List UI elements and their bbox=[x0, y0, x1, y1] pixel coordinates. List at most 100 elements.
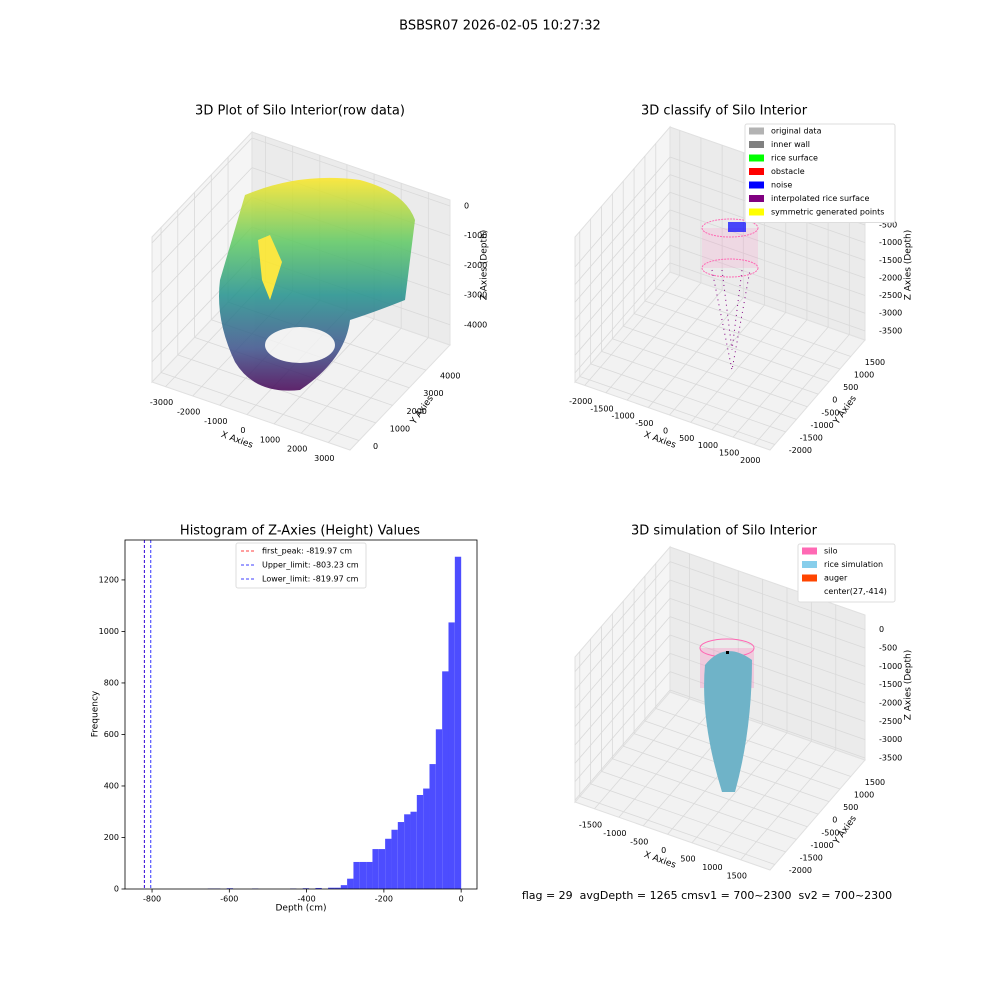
grid-line bbox=[574, 689, 671, 801]
y-tick-label: -1500 bbox=[800, 433, 823, 442]
bar bbox=[435, 729, 443, 889]
grid-line bbox=[644, 300, 841, 370]
bar bbox=[454, 556, 462, 889]
legend-label: noise bbox=[771, 181, 792, 190]
figure-title: BSBSR07 2026-02-05 10:27:32 bbox=[399, 19, 601, 34]
panel-title: 3D Plot of Silo Interior(row data) bbox=[195, 104, 405, 119]
bar bbox=[416, 794, 424, 889]
y-tick-label: -500 bbox=[821, 828, 839, 837]
grid-line bbox=[574, 209, 671, 321]
x-tick-label: -1000 bbox=[204, 417, 227, 426]
z-tick-label: -1000 bbox=[879, 238, 902, 247]
z-tick-label: -2000 bbox=[879, 698, 902, 707]
legend-swatch bbox=[749, 154, 764, 162]
legend-box bbox=[235, 542, 367, 589]
bar bbox=[359, 861, 367, 889]
bar bbox=[334, 887, 341, 889]
grid-line bbox=[623, 325, 819, 395]
status-line: flag = 29 avgDepth = 1265 cmsv1 = 700~23… bbox=[522, 889, 892, 902]
y-tick-label: 2000 bbox=[407, 407, 427, 416]
x-tick-label: -400 bbox=[298, 895, 316, 904]
x-tick-label: 1000 bbox=[698, 441, 718, 450]
z-tick-label: -3000 bbox=[879, 735, 902, 744]
z-tick-label: -1000 bbox=[879, 662, 902, 671]
grid-line bbox=[574, 653, 671, 764]
y-tick-label: 3000 bbox=[423, 389, 443, 398]
bar bbox=[391, 829, 398, 889]
grid-line bbox=[669, 579, 866, 649]
x-tick-label: 0 bbox=[661, 846, 666, 855]
y-tick-label: -1500 bbox=[800, 853, 823, 862]
tick-layer: -3000 -2000 -1000 0 1000 2000 3000 0 1000 2000 300… bbox=[99, 123, 902, 904]
legend-label: silo bbox=[824, 547, 838, 556]
grid-line bbox=[300, 327, 402, 434]
legend-swatch bbox=[749, 127, 764, 135]
legend-label: rice surface bbox=[771, 154, 818, 163]
x-tick-label: 3000 bbox=[314, 454, 334, 463]
x-tick-label: -2000 bbox=[177, 407, 200, 416]
y-tick-label: -2000 bbox=[789, 866, 812, 875]
x-tick-label: 500 bbox=[680, 854, 695, 863]
grid-line bbox=[574, 634, 671, 746]
grid-line bbox=[669, 561, 866, 631]
x-tick-label: 2000 bbox=[740, 456, 760, 465]
grid-line bbox=[574, 561, 671, 672]
grid-line bbox=[612, 758, 808, 828]
z-tick-label: -500 bbox=[879, 643, 897, 652]
bar bbox=[353, 861, 360, 889]
z-axis-label: Z Axies (Depth) bbox=[480, 230, 490, 301]
grid-line bbox=[574, 262, 671, 374]
x-tick-label: 1000 bbox=[702, 863, 722, 872]
classified-points bbox=[701, 218, 759, 371]
grid-line bbox=[574, 174, 671, 285]
x-tick-label: -1500 bbox=[579, 820, 602, 829]
x-axis-label: Depth (cm) bbox=[275, 904, 326, 914]
legend-swatch bbox=[802, 588, 817, 595]
y-tick-label: 0 bbox=[832, 396, 837, 405]
z-tick-label: -2500 bbox=[879, 291, 902, 300]
legend-label: inner wall bbox=[771, 140, 810, 149]
y-tick-label: 1200 bbox=[99, 575, 119, 584]
bar bbox=[340, 885, 348, 889]
y-tick-label: 1000 bbox=[854, 371, 874, 380]
z-tick-label: -1500 bbox=[879, 680, 902, 689]
panel-title: 3D simulation of Silo Interior bbox=[631, 524, 818, 539]
legend-swatch bbox=[802, 574, 817, 582]
grid-line bbox=[669, 689, 866, 759]
legend-label: first_peak: -819.97 cm bbox=[262, 547, 352, 556]
bar bbox=[448, 622, 455, 889]
grid-line bbox=[151, 137, 253, 244]
grid-line bbox=[574, 227, 671, 338]
grid-line bbox=[151, 197, 253, 303]
panel-title: 3D classify of Silo Interior bbox=[641, 104, 808, 119]
x-tick-label: 1500 bbox=[727, 871, 747, 880]
bar bbox=[385, 838, 392, 889]
pane bbox=[574, 545, 671, 804]
z-tick-label: -500 bbox=[879, 220, 897, 229]
legend-label: auger bbox=[824, 574, 848, 583]
grid-line bbox=[655, 288, 851, 357]
z-tick-label: -3500 bbox=[879, 326, 902, 335]
y-tick-label: -1000 bbox=[810, 841, 833, 850]
legend-swatch bbox=[749, 168, 764, 175]
z-tick-label: -2500 bbox=[879, 717, 902, 726]
bar bbox=[366, 861, 373, 889]
y-tick-label: -2000 bbox=[789, 446, 812, 455]
z-tick-label: 0 bbox=[464, 201, 469, 210]
y-tick-label: 1500 bbox=[865, 358, 885, 367]
x-tick-label: -500 bbox=[630, 837, 648, 846]
grid-line bbox=[669, 652, 866, 722]
x-tick-label: -2000 bbox=[569, 397, 592, 406]
y-tick-label: 0 bbox=[832, 816, 837, 825]
y-tick-label: 800 bbox=[104, 678, 119, 687]
bar bbox=[378, 849, 386, 889]
legend-swatch bbox=[802, 547, 817, 555]
y-tick-label: 0 bbox=[373, 442, 378, 451]
axes-layer bbox=[124, 125, 866, 890]
grid-line bbox=[574, 579, 671, 691]
bar bbox=[429, 764, 436, 889]
legend-box bbox=[797, 543, 896, 603]
legend-label: Upper_limit: -803.23 cm bbox=[262, 561, 359, 570]
legend-label: center(27,-414) bbox=[824, 587, 887, 596]
bar bbox=[397, 822, 405, 889]
